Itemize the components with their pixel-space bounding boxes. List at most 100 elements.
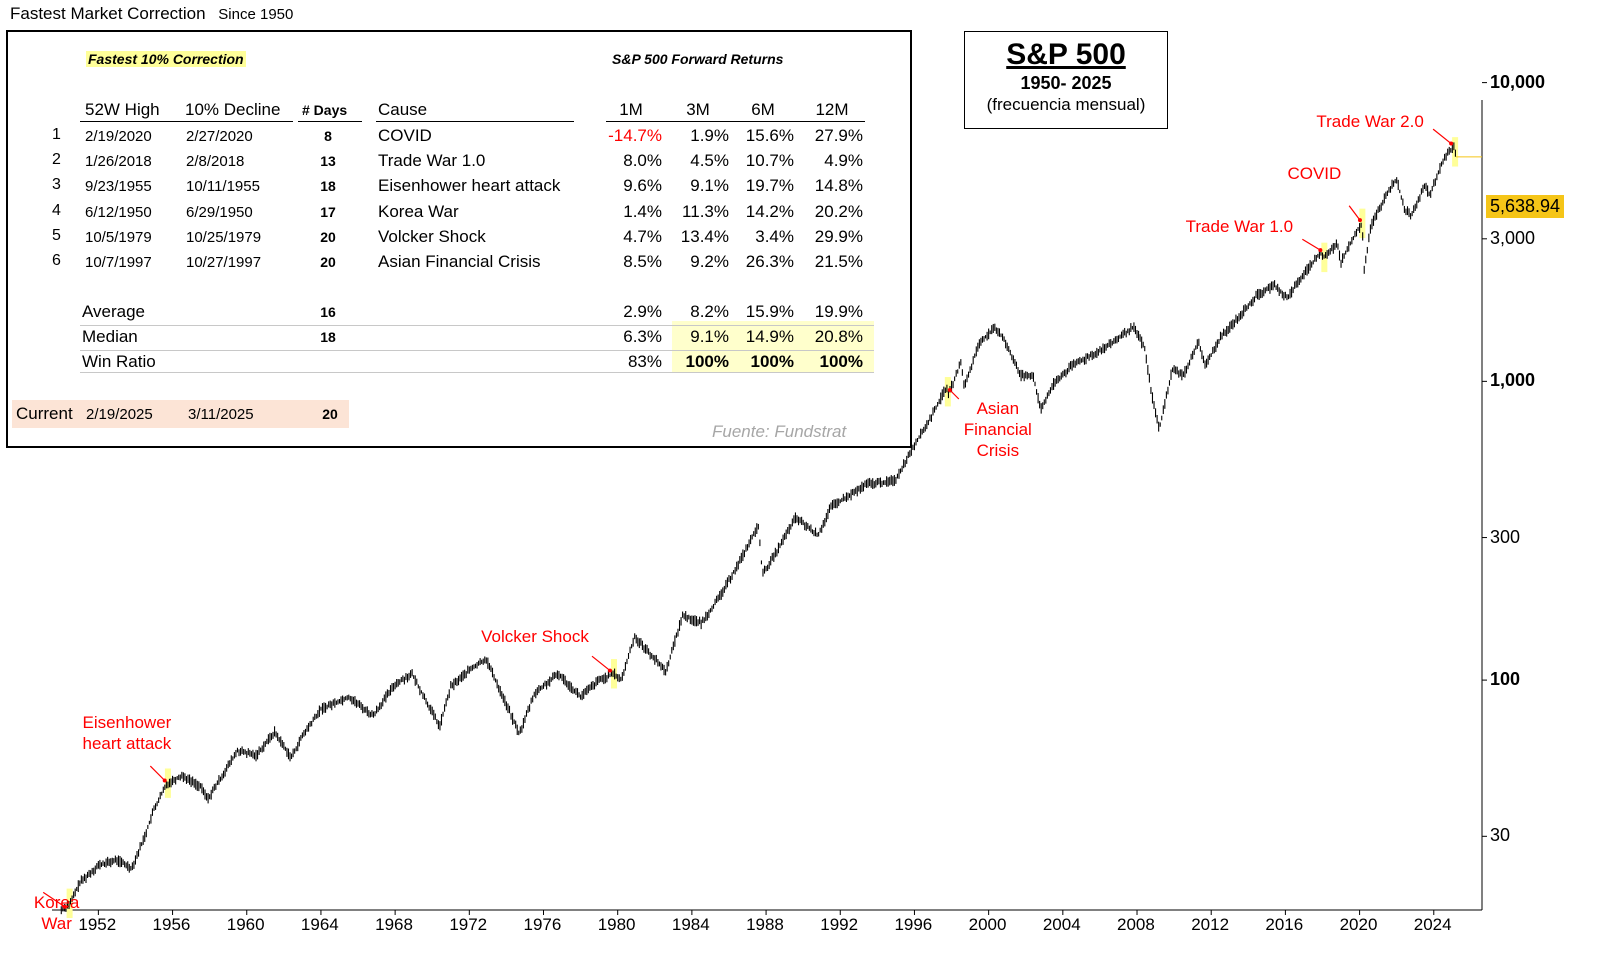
row-days: 20 xyxy=(320,228,336,245)
annotation-arrowhead xyxy=(947,388,952,393)
row-rank: 6 xyxy=(52,252,61,269)
row-rank: 1 xyxy=(52,126,61,143)
correction-highlight xyxy=(944,377,951,407)
row-return-6m: 19.7% xyxy=(745,176,794,196)
summary-return-1m: 83% xyxy=(627,352,662,371)
chart-title-text: Fastest Market Correction xyxy=(10,4,206,23)
summary-return-12m: 100% xyxy=(819,352,863,371)
summary-return-6m: 15.9% xyxy=(745,302,794,321)
annotation-arrow xyxy=(949,389,960,400)
row-return-6m: 26.3% xyxy=(745,252,794,271)
summary-return-12m: 20.8% xyxy=(814,327,863,346)
col-header-1m: 1M xyxy=(619,100,643,119)
y-tick-label: 30 xyxy=(1490,825,1511,846)
title-box: S&P 500 1950- 2025 (frecuencia mensual) xyxy=(964,31,1168,129)
row-return-3m: 1.9% xyxy=(690,126,729,145)
annotation-arrow xyxy=(1432,128,1452,145)
row-rank: 4 xyxy=(52,201,61,219)
correction-highlight xyxy=(1359,208,1366,239)
x-tick-label: 1988 xyxy=(746,915,784,934)
annotation-label: Trade War 1.0 xyxy=(1185,217,1294,237)
summary-return-6m: 100% xyxy=(750,352,794,371)
row-10-decline: 10/27/1997 xyxy=(186,254,262,271)
row-days: 20 xyxy=(320,254,336,270)
summary-highlight xyxy=(672,321,874,373)
summary-return-1m: 2.9% xyxy=(623,302,662,321)
x-tick-label: 2000 xyxy=(968,915,1007,934)
col-header-cause: Cause xyxy=(378,100,428,119)
x-tick-label: 1992 xyxy=(820,915,859,934)
row-rank: 2 xyxy=(52,151,61,169)
row-return-6m: 3.4% xyxy=(755,226,794,246)
row-return-1m: 8.5% xyxy=(623,252,662,271)
row-52w-high: 1/26/2018 xyxy=(85,153,152,171)
summary-return-1m: 6.3% xyxy=(623,327,662,346)
row-return-1m: 4.7% xyxy=(623,226,662,246)
annotation-arrow xyxy=(42,891,66,908)
row-10-decline: 2/8/2018 xyxy=(186,153,245,171)
correction-highlight xyxy=(610,659,617,689)
current-decline: 3/11/2025 xyxy=(188,406,254,423)
x-tick-label: 1968 xyxy=(375,915,413,934)
x-tick-label: 1980 xyxy=(597,915,636,934)
row-days: 17 xyxy=(320,203,336,220)
row-cause: Asian Financial Crisis xyxy=(378,252,541,271)
summary-days: 18 xyxy=(320,329,336,345)
x-tick-label: 2008 xyxy=(1117,915,1155,934)
row-cause: Korea War xyxy=(378,201,459,221)
y-tick-label: 3,000 xyxy=(1490,227,1536,248)
row-cause: COVID xyxy=(378,126,432,145)
row-cause: Eisenhower heart attack xyxy=(378,176,561,196)
correction-table: Fastest 10% Correction S&P 500 Forward R… xyxy=(6,30,912,448)
header-underline xyxy=(80,121,194,122)
annotation-label: Korea War xyxy=(33,893,80,933)
col-header-10-decline: 10% Decline xyxy=(185,100,281,119)
annotation-arrowhead xyxy=(1318,248,1323,253)
row-52w-high: 10/5/1979 xyxy=(85,228,152,246)
title-box-range: 1950- 2025 xyxy=(1020,73,1112,93)
summary-return-12m: 19.9% xyxy=(814,302,863,321)
price-bars xyxy=(60,142,1456,915)
current-label: Current xyxy=(16,404,73,423)
title-box-title: S&P 500 xyxy=(1006,38,1126,71)
annotation-arrowhead xyxy=(1449,141,1454,146)
annotation-arrowhead xyxy=(607,668,612,673)
chart-title: Fastest Market Correction Since 1950 xyxy=(10,4,293,24)
x-tick-label: 1976 xyxy=(523,915,562,934)
row-10-decline: 10/25/1979 xyxy=(186,228,262,246)
chart-subtitle: Since 1950 xyxy=(218,6,294,23)
row-52w-high: 2/19/2020 xyxy=(85,128,152,145)
row-cause: Trade War 1.0 xyxy=(378,151,486,171)
summary-return-3m: 8.2% xyxy=(690,302,729,321)
row-10-decline: 6/29/1950 xyxy=(186,203,253,221)
row-days: 8 xyxy=(324,128,332,144)
row-10-decline: 2/27/2020 xyxy=(186,128,253,145)
summary-divider xyxy=(80,350,874,351)
title-box-frequency: (frecuencia mensual) xyxy=(986,95,1146,114)
row-days: 18 xyxy=(320,178,336,195)
row-return-12m: 29.9% xyxy=(814,226,863,246)
header-underline xyxy=(606,121,865,122)
annotation-arrow xyxy=(1302,238,1321,251)
row-return-6m: 10.7% xyxy=(745,151,794,171)
annotation-arrow xyxy=(1348,205,1361,221)
row-return-12m: 20.2% xyxy=(814,201,863,221)
row-52w-high: 6/12/1950 xyxy=(85,203,152,221)
x-tick-label: 1960 xyxy=(226,915,265,934)
x-tick-label: 1956 xyxy=(152,915,191,934)
source-note: Fuente: Fundstrat xyxy=(712,422,847,441)
current-row: Current 2/19/2025 3/11/2025 20 xyxy=(12,400,349,428)
annotation-arrow xyxy=(149,765,166,781)
summary-return-3m: 9.1% xyxy=(690,327,729,346)
row-52w-high: 9/23/1955 xyxy=(85,178,152,196)
summary-divider xyxy=(80,372,874,373)
row-return-3m: 13.4% xyxy=(680,226,729,246)
summary-label: Average xyxy=(82,302,146,321)
row-return-1m: 8.0% xyxy=(623,151,662,171)
x-tick-label: 1984 xyxy=(671,915,710,934)
x-tick-label: 2004 xyxy=(1042,915,1081,934)
row-return-1m: -14.7% xyxy=(608,126,662,145)
annotation-label: Eisenhower heart attack xyxy=(82,712,172,753)
last-value-badge: 5,638.94 xyxy=(1486,195,1565,218)
x-tick-label: 2016 xyxy=(1265,915,1304,934)
